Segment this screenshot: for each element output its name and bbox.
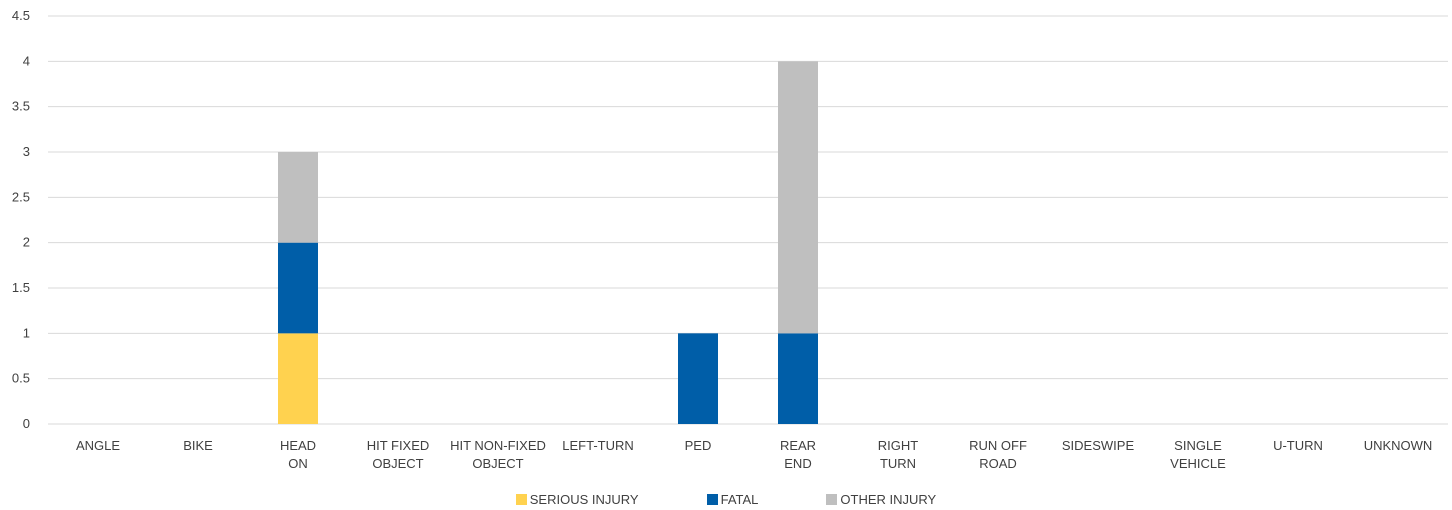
x-tick-label: HEAD ON <box>280 438 316 471</box>
x-tick-label: HIT FIXED OBJECT <box>367 438 430 471</box>
legend-swatch <box>515 494 527 505</box>
y-tick-label: 1.5 <box>12 280 30 295</box>
x-tick-label: BIKE <box>183 438 213 453</box>
legend-label: SERIOUS INJURY <box>529 492 639 507</box>
x-tick-label: SIDESWIPE <box>1062 438 1135 453</box>
bar-segment-other-injury <box>778 61 818 334</box>
y-tick-label: 0.5 <box>12 371 30 386</box>
legend-swatch <box>826 494 838 505</box>
y-tick-label: 0 <box>23 416 30 431</box>
y-tick-label: 3 <box>23 144 30 159</box>
y-tick-label: 4 <box>23 53 30 68</box>
legend: SERIOUS INJURY FATAL OTHER INJURY <box>0 492 1452 507</box>
x-tick-label: HIT NON-FIXED OBJECT <box>450 438 546 471</box>
x-tick-label: REAR END <box>780 438 816 471</box>
y-tick-label: 4.5 <box>12 8 30 23</box>
bar-segment-other-injury <box>278 152 318 243</box>
legend-label: FATAL <box>720 492 759 507</box>
stacked-bar-chart: 0 0.5 1 1.5 2 2.5 3 3.5 4 4.5 ANGLE BIKE HEAD ON HIT F… <box>12 8 1448 471</box>
bar-segment-serious-injury <box>278 333 318 424</box>
x-tick-label: RIGHT TURN <box>878 438 919 471</box>
legend-item: OTHER INJURY <box>826 492 936 507</box>
y-tick-label: 2.5 <box>12 189 30 204</box>
x-tick-label: ANGLE <box>76 438 120 453</box>
bar-segment-fatal <box>678 333 718 424</box>
y-tick-label: 3.5 <box>12 99 30 114</box>
legend-swatch <box>706 494 718 505</box>
legend-item: SERIOUS INJURY <box>515 492 639 507</box>
x-tick-label: RUN OFF ROAD <box>969 438 1027 471</box>
y-tick-label: 1 <box>23 325 30 340</box>
x-tick-label: PED <box>685 438 712 453</box>
legend-item: FATAL <box>706 492 759 507</box>
x-tick-label: UNKNOWN <box>1364 438 1433 453</box>
y-tick-label: 2 <box>23 235 30 250</box>
x-tick-label: SINGLE VEHICLE <box>1170 438 1226 471</box>
x-tick-label: U-TURN <box>1273 438 1323 453</box>
x-tick-label: LEFT-TURN <box>562 438 634 453</box>
legend-label: OTHER INJURY <box>840 492 937 507</box>
bar-segment-fatal <box>278 242 318 334</box>
bar-segment-fatal <box>778 333 818 424</box>
